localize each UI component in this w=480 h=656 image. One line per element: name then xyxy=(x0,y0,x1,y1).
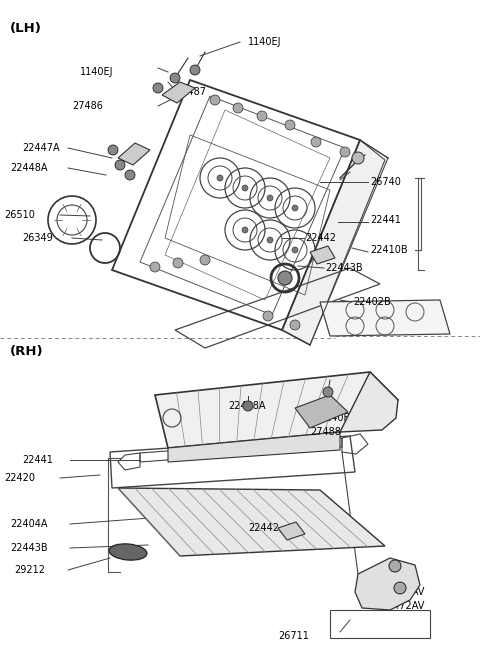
Circle shape xyxy=(217,175,223,181)
Text: 22441: 22441 xyxy=(22,455,53,465)
Circle shape xyxy=(290,320,300,330)
Circle shape xyxy=(153,83,163,93)
Circle shape xyxy=(323,387,333,397)
Text: 1472AV: 1472AV xyxy=(388,587,425,597)
Text: 22443B: 22443B xyxy=(10,543,48,553)
Circle shape xyxy=(292,205,298,211)
Text: 22441: 22441 xyxy=(370,215,401,225)
Circle shape xyxy=(340,147,350,157)
Text: 1140EJ: 1140EJ xyxy=(248,37,281,47)
Circle shape xyxy=(115,160,125,170)
Text: 22442: 22442 xyxy=(248,523,279,533)
Circle shape xyxy=(352,152,364,164)
Text: 1140EJ: 1140EJ xyxy=(320,413,353,423)
Text: 22404A: 22404A xyxy=(10,519,48,529)
Text: (RH): (RH) xyxy=(10,345,44,358)
Circle shape xyxy=(150,262,160,272)
Text: 26510: 26510 xyxy=(4,210,35,220)
Text: 22402B: 22402B xyxy=(353,297,391,307)
Circle shape xyxy=(311,137,321,147)
Circle shape xyxy=(292,247,298,253)
Polygon shape xyxy=(320,300,450,336)
Text: 22410B: 22410B xyxy=(370,245,408,255)
Text: 27486: 27486 xyxy=(72,101,103,111)
Circle shape xyxy=(210,95,220,105)
Circle shape xyxy=(108,145,118,155)
Text: 1472AV: 1472AV xyxy=(388,601,425,611)
Circle shape xyxy=(190,65,200,75)
Circle shape xyxy=(394,582,406,594)
Text: (LH): (LH) xyxy=(10,22,42,35)
Circle shape xyxy=(200,255,210,265)
Polygon shape xyxy=(118,143,150,165)
Circle shape xyxy=(389,560,401,572)
Polygon shape xyxy=(155,372,398,448)
Polygon shape xyxy=(282,140,385,345)
Polygon shape xyxy=(118,488,385,556)
Text: 26349: 26349 xyxy=(22,233,53,243)
Text: 22448A: 22448A xyxy=(228,401,265,411)
Polygon shape xyxy=(278,522,305,540)
Text: 22443B: 22443B xyxy=(325,263,362,273)
Circle shape xyxy=(257,111,267,121)
Text: 29212: 29212 xyxy=(14,565,45,575)
Polygon shape xyxy=(162,82,195,103)
Text: 22442: 22442 xyxy=(305,233,336,243)
Circle shape xyxy=(125,170,135,180)
Text: 27488: 27488 xyxy=(310,427,341,437)
Circle shape xyxy=(233,103,243,113)
Circle shape xyxy=(170,73,180,83)
Circle shape xyxy=(267,237,273,243)
Text: 27487: 27487 xyxy=(175,87,206,97)
Text: 26711: 26711 xyxy=(278,631,309,641)
Polygon shape xyxy=(340,372,398,432)
Circle shape xyxy=(242,227,248,233)
Text: 26740: 26740 xyxy=(370,177,401,187)
Text: 1140EJ: 1140EJ xyxy=(80,67,113,77)
Polygon shape xyxy=(168,432,340,462)
Circle shape xyxy=(173,258,183,268)
Circle shape xyxy=(278,271,292,285)
Polygon shape xyxy=(295,395,348,428)
Text: 22420: 22420 xyxy=(4,473,35,483)
Text: 22448A: 22448A xyxy=(10,163,48,173)
Circle shape xyxy=(242,185,248,191)
Circle shape xyxy=(267,195,273,201)
Ellipse shape xyxy=(109,544,147,560)
Circle shape xyxy=(285,120,295,130)
Polygon shape xyxy=(310,246,335,264)
Polygon shape xyxy=(355,558,420,610)
Circle shape xyxy=(263,311,273,321)
Text: 22447A: 22447A xyxy=(22,143,60,153)
Circle shape xyxy=(243,401,253,411)
